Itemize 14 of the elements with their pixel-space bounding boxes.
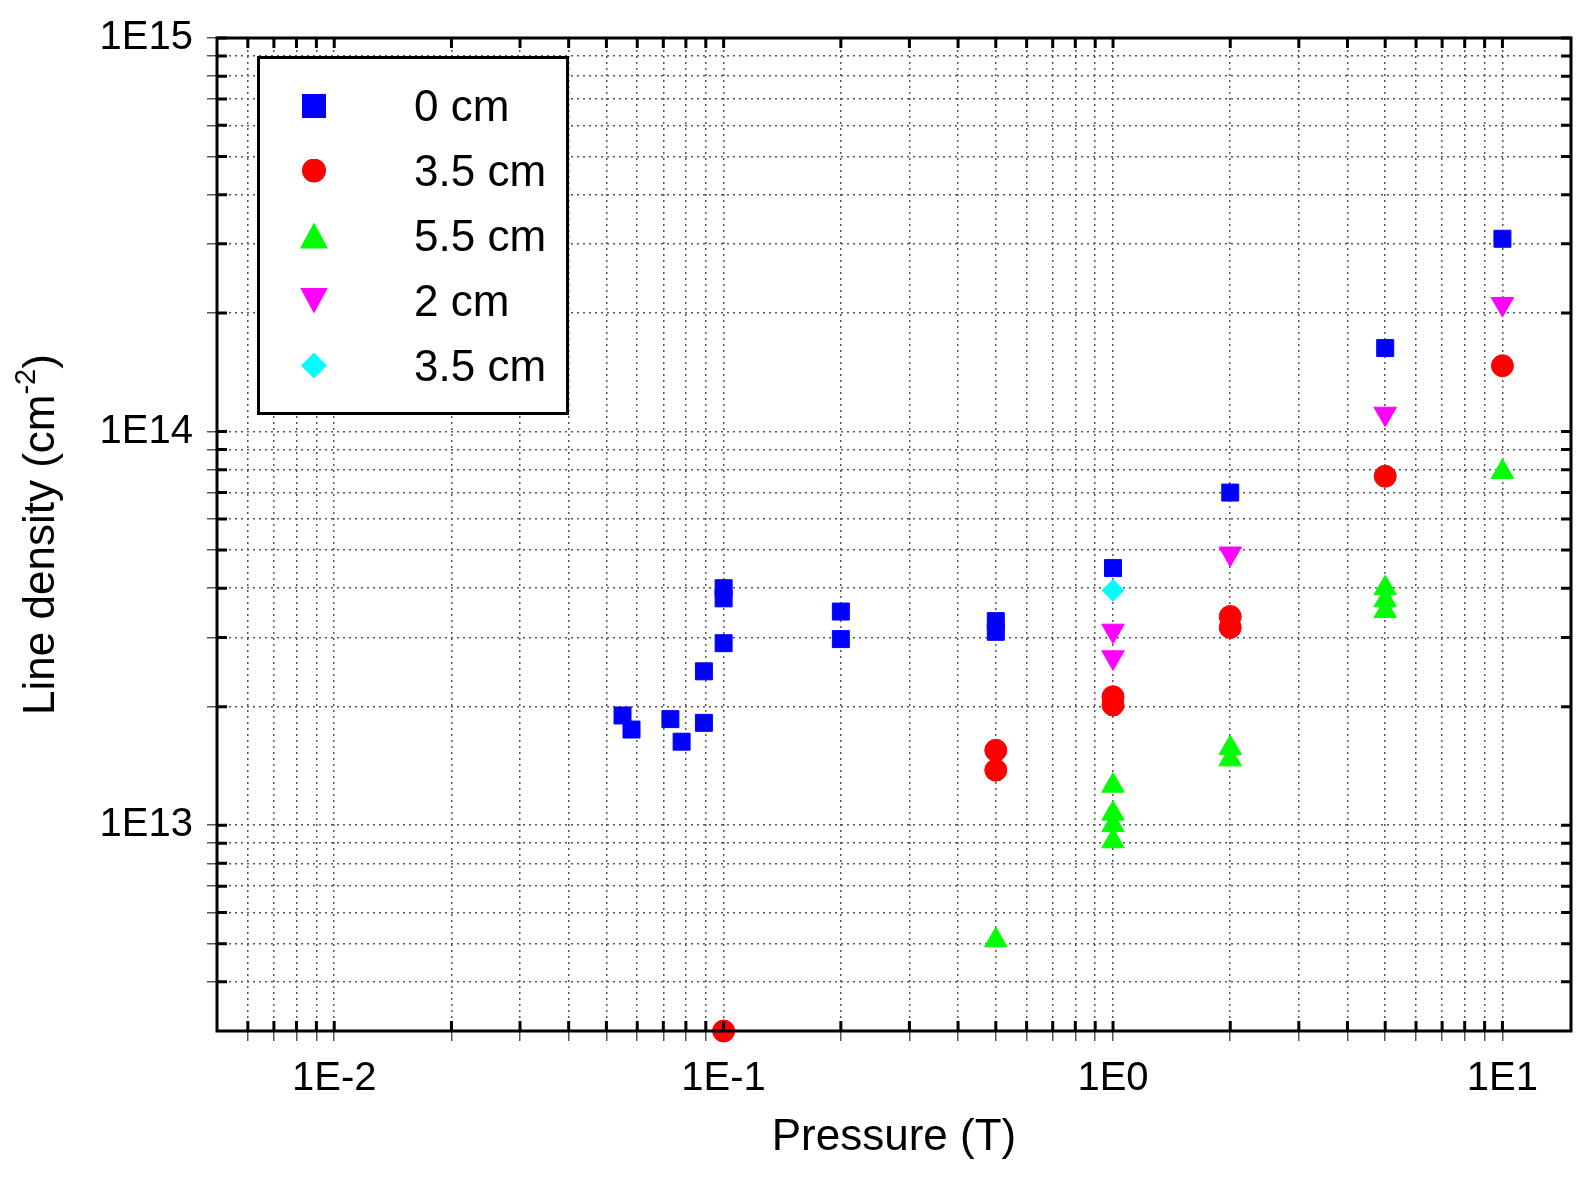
legend-label: 3.5 cm — [414, 145, 547, 196]
x-tick-label: 1E-1 — [681, 1054, 766, 1099]
x-tick-label: 1E-2 — [291, 1054, 377, 1099]
x-tick-label: 1E1 — [1466, 1054, 1539, 1099]
y-axis-title: Line density (cm-2) — [8, 354, 64, 715]
y-tick-label: 1E14 — [99, 406, 193, 451]
legend-label: 3.5 cm — [414, 340, 547, 391]
y-tick-label: 1E15 — [99, 13, 193, 58]
x-tick-label: 1E0 — [1077, 1054, 1149, 1099]
x-axis-title: Pressure (T) — [771, 1110, 1017, 1160]
legend-label: 2 cm — [414, 275, 510, 326]
legend-label: 5.5 cm — [414, 210, 547, 261]
legend-label: 0 cm — [414, 80, 510, 131]
y-tick-label: 1E13 — [99, 800, 193, 845]
